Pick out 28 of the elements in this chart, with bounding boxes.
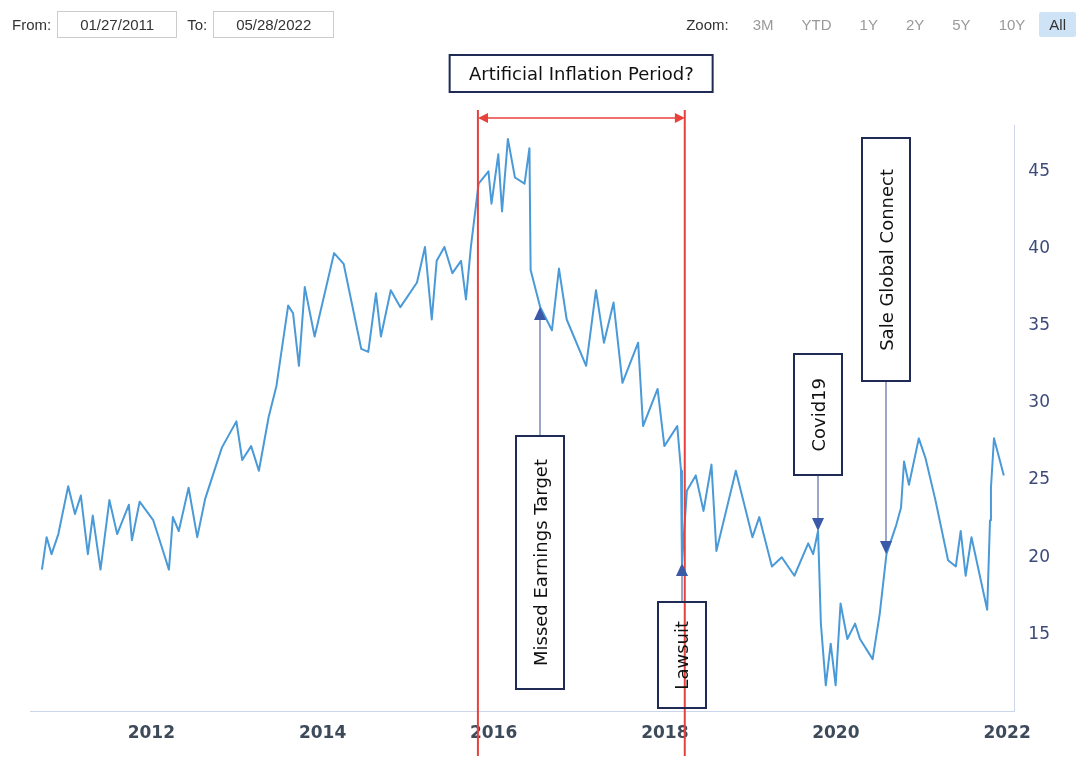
x-tick-label: 2012 (127, 722, 176, 743)
y-tick-label: 30 (1028, 391, 1051, 412)
text: 05/28/2022 (213, 10, 335, 38)
text: 1Y (858, 14, 879, 35)
annotation: Sale Global Connect (875, 168, 897, 351)
text: 10Y (997, 14, 1027, 35)
annotation: Missed Earnings Target (529, 459, 551, 667)
text: YTD (800, 14, 833, 35)
text: 5Y (951, 14, 972, 35)
text: To: (187, 15, 208, 33)
y-tick-label: 15 (1028, 622, 1051, 643)
text: 3M (751, 14, 775, 35)
annotation: Covid19 (807, 377, 829, 452)
text: 01/27/2011 (57, 10, 178, 38)
y-tick-label: 20 (1028, 545, 1051, 566)
y-tick-label: 35 (1028, 314, 1051, 335)
x-tick-label: 2022 (983, 722, 1031, 743)
text: From: (12, 15, 52, 33)
y-tick-label: 45 (1028, 159, 1051, 180)
text: All (1039, 11, 1076, 37)
y-tick-label: 40 (1028, 236, 1051, 257)
x-tick-label: 2014 (298, 722, 347, 743)
annotation: Lawsuit (671, 621, 693, 690)
y-tick-label: 25 (1028, 468, 1051, 489)
text: Zoom: (686, 15, 729, 33)
x-tick-label: 2020 (812, 722, 860, 743)
text: 2Y (904, 14, 926, 35)
text: Artificial Inflation Period? (448, 54, 714, 93)
